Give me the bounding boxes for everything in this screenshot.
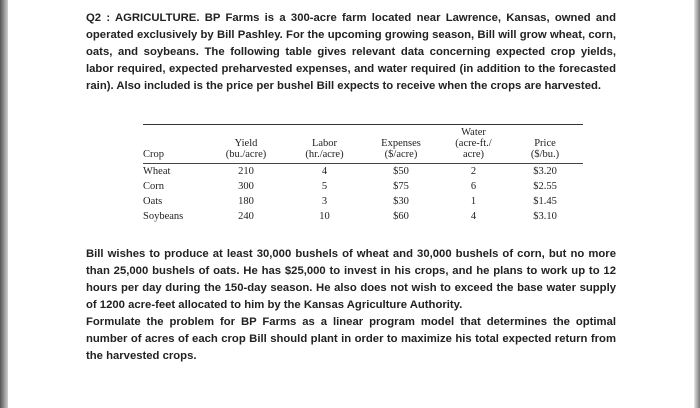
cell-crop: Oats [143,196,163,207]
cell-price: $2.55 [533,181,557,192]
table-top-rule [143,124,583,125]
window-right-edge [694,0,700,408]
header-yield: Yield (bu./acre) [225,138,267,160]
cell-water: 2 [470,166,477,177]
cell-expenses: $75 [393,181,409,192]
cell-labor: 10 [319,211,330,222]
cell-crop: Corn [143,181,164,192]
cell-yield: 300 [238,181,254,192]
header-price: Price ($/bu.) [530,138,560,160]
table-row: Wheat 210 4 $50 2 $3.20 [143,163,583,180]
header-labor: Labor (hr./acre) [305,138,344,160]
cell-price: $1.45 [533,196,557,207]
cell-price: $3.10 [533,211,557,222]
crop-data-table: Crop Yield (bu./acre) Labor (hr./acre) Exp… [143,124,583,224]
problem-body: Bill wishes to produce at least 30,000 b… [86,246,616,365]
problem-intro: Q2 : AGRICULTURE. BP Farms is a 300-acre… [86,12,616,92]
cell-water: 6 [470,181,477,192]
cell-water: 4 [470,211,477,222]
table-row: Soybeans 240 10 $60 4 $3.10 [143,209,583,224]
cell-expenses: $60 [393,211,409,222]
cell-water: 1 [470,196,477,207]
cell-yield: 240 [238,211,254,222]
cell-labor: 4 [321,166,328,177]
cell-expenses: $50 [393,166,409,177]
cell-expenses: $30 [393,196,409,207]
window-left-edge [0,0,8,408]
cell-crop: Soybeans [143,211,184,222]
cell-yield: 180 [238,196,254,207]
task-paragraph: Formulate the problem for BP Farms as a … [86,316,616,362]
table-row: Oats 180 3 $30 1 $1.45 [143,194,583,209]
cell-yield: 210 [238,166,254,177]
cell-labor: 3 [321,196,328,207]
cell-crop: Wheat [143,166,171,177]
header-crop: Crop [143,149,164,160]
header-water: Water (acre-ft./acre) [455,127,492,160]
header-expenses: Expenses ($/acre) [381,138,421,160]
table-row: Corn 300 5 $75 6 $2.55 [143,179,583,194]
cell-price: $3.20 [533,166,557,177]
table-header-row: Crop Yield (bu./acre) Labor (hr./acre) Exp… [143,125,583,164]
constraints-paragraph: Bill wishes to produce at least 30,000 b… [86,248,616,311]
cell-labor: 5 [321,181,328,192]
